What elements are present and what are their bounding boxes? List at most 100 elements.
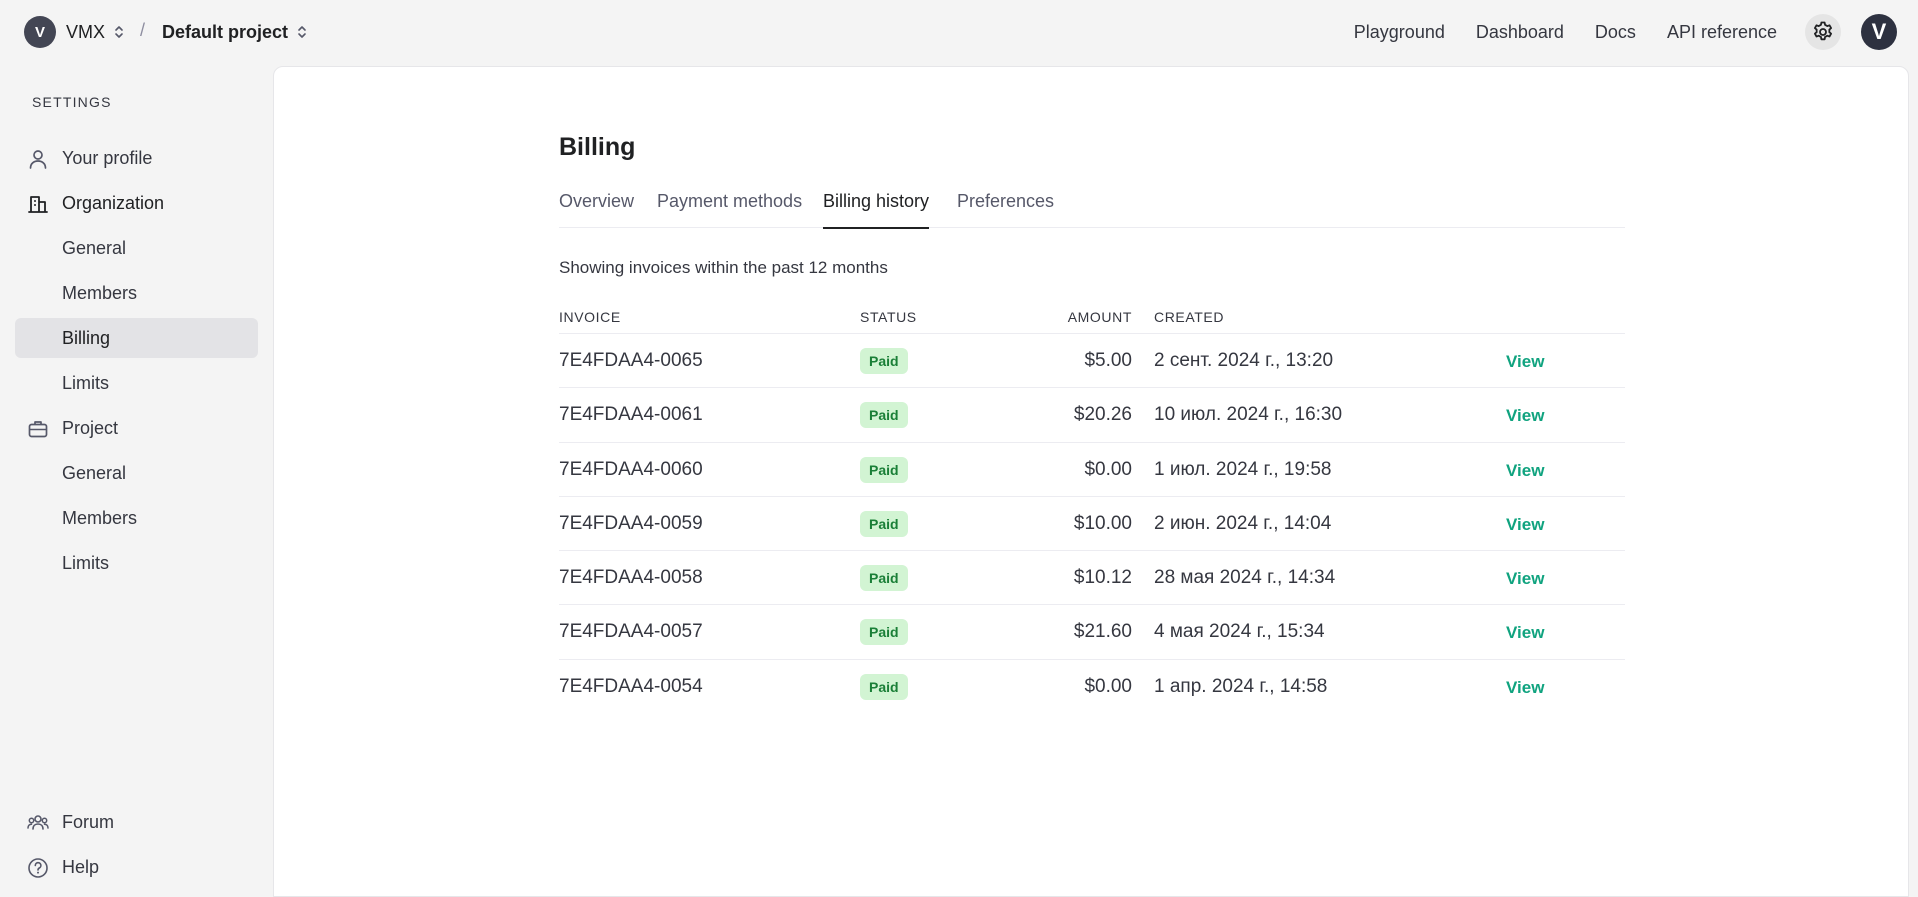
- table-row: 7E4FDAA4-0057 Paid $21.60 4 мая 2024 г.,…: [559, 605, 1625, 660]
- status-cell: Paid: [860, 565, 908, 592]
- sidebar-item-help[interactable]: Help: [15, 847, 258, 887]
- sidebar-item-project-general[interactable]: General: [15, 453, 258, 493]
- sidebar-item-label: Project: [62, 417, 119, 438]
- view-invoice-link[interactable]: View: [1506, 514, 1545, 534]
- invoice-id: 7E4FDAA4-0061: [559, 404, 703, 426]
- sidebar-item-label: Members: [62, 282, 138, 303]
- view-invoice-link[interactable]: View: [1506, 352, 1545, 371]
- invoice-created: 2 сент. 2024 г., 13:20: [1154, 350, 1334, 371]
- chevron-updown-icon: [115, 26, 123, 38]
- view-invoice-link[interactable]: View: [1506, 569, 1545, 589]
- settings-sidebar: SETTINGS Your profile Organization Gener…: [0, 64, 272, 897]
- sidebar-item-label: Limits: [62, 552, 110, 573]
- table-row: 7E4FDAA4-0059 Paid $10.00 2 июн. 2024 г.…: [559, 497, 1625, 552]
- sidebar-item-label: Forum: [62, 811, 115, 832]
- invoice-created: 1 июл. 2024 г., 19:58: [1154, 458, 1332, 480]
- status-cell: Paid: [860, 619, 908, 646]
- sidebar-item-org-limits[interactable]: Limits: [15, 363, 258, 403]
- tab-preferences[interactable]: Preferences: [957, 191, 1055, 211]
- table-row: 7E4FDAA4-0060 Paid $0.00 1 июл. 2024 г.,…: [559, 443, 1625, 497]
- sidebar-heading: SETTINGS: [32, 94, 112, 110]
- nav-playground[interactable]: Playground: [1353, 21, 1445, 42]
- view-invoice-link[interactable]: View: [1506, 623, 1545, 643]
- nav-dashboard[interactable]: Dashboard: [1475, 21, 1564, 42]
- sidebar-item-label: Limits: [62, 372, 110, 393]
- org-switcher[interactable]: V VMX: [24, 16, 125, 48]
- nav-docs[interactable]: Docs: [1594, 21, 1636, 42]
- sidebar-item-your-profile[interactable]: Your profile: [15, 138, 258, 178]
- invoice-amount: $10.12: [1073, 567, 1132, 589]
- tab-payment-methods[interactable]: Payment methods: [657, 191, 803, 211]
- invoice-id: 7E4FDAA4-0059: [559, 512, 703, 534]
- tab-billing-history[interactable]: Billing history: [823, 191, 930, 229]
- invoice-amount: $10.00: [1073, 512, 1132, 534]
- status-cell: Paid: [860, 456, 908, 483]
- sidebar-item-org-general[interactable]: General: [15, 228, 258, 268]
- sidebar-item-label: Your profile: [62, 147, 153, 168]
- sidebar-item-org-members[interactable]: Members: [15, 273, 258, 313]
- invoices-table: INVOICE STATUS AMOUNT CREATED 7E4FDAA4-0…: [559, 306, 1625, 714]
- table-row: 7E4FDAA4-0054 Paid $0.00 1 апр. 2024 г.,…: [559, 660, 1625, 714]
- invoices-subtitle: Showing invoices within the past 12 mont…: [559, 258, 888, 277]
- invoice-id: 7E4FDAA4-0058: [559, 567, 703, 589]
- invoice-id: 7E4FDAA4-0054: [559, 675, 703, 697]
- status-badge: Paid: [860, 348, 908, 374]
- main-panel: Billing Overview Payment methods Billing…: [273, 66, 1909, 897]
- help-icon: [28, 858, 48, 878]
- invoice-amount: $0.00: [1084, 458, 1132, 480]
- column-header-amount: AMOUNT: [1067, 309, 1132, 325]
- invoice-created: 28 мая 2024 г., 14:34: [1154, 567, 1336, 589]
- project-switcher[interactable]: Default project: [162, 16, 308, 48]
- invoice-id: 7E4FDAA4-0057: [559, 621, 703, 643]
- invoice-created: 10 июл. 2024 г., 16:30: [1154, 404, 1343, 426]
- sidebar-item-label: Organization: [62, 192, 165, 213]
- status-badge: Paid: [860, 402, 908, 429]
- column-header-invoice: INVOICE: [559, 309, 621, 325]
- nav-api-reference[interactable]: API reference: [1666, 21, 1777, 42]
- status-badge: Paid: [860, 456, 908, 483]
- invoice-amount: $20.26: [1073, 404, 1132, 426]
- table-row: 7E4FDAA4-0058 Paid $10.12 28 мая 2024 г.…: [559, 551, 1625, 606]
- sidebar-item-label: Help: [62, 856, 100, 877]
- status-cell: Paid: [860, 348, 908, 374]
- tab-overview[interactable]: Overview: [559, 191, 635, 211]
- sidebar-item-project-members[interactable]: Members: [15, 498, 258, 538]
- breadcrumb-separator: /: [140, 20, 146, 40]
- user-avatar[interactable]: V: [1861, 14, 1897, 50]
- page-title: Billing: [559, 133, 636, 161]
- table-row: 7E4FDAA4-0065 Paid $5.00 2 сент. 2024 г.…: [559, 334, 1625, 389]
- top-nav: Playground Dashboard Docs API reference …: [1354, 0, 1918, 64]
- sidebar-item-billing[interactable]: Billing: [15, 318, 258, 358]
- table-header: INVOICE STATUS AMOUNT CREATED: [559, 306, 1625, 334]
- sidebar-item-project[interactable]: Project: [15, 408, 258, 448]
- building-icon: [28, 196, 48, 213]
- gear-icon: [1814, 21, 1832, 41]
- column-header-status: STATUS: [860, 309, 917, 325]
- sidebar-item-forum[interactable]: Forum: [15, 802, 258, 842]
- user-icon: [29, 150, 47, 169]
- view-invoice-link[interactable]: View: [1506, 406, 1545, 426]
- top-bar: V VMX / Default project Playground Dashb…: [0, 0, 1918, 64]
- invoice-amount: $0.00: [1084, 675, 1132, 697]
- table-row: 7E4FDAA4-0061 Paid $20.26 10 июл. 2024 г…: [559, 388, 1625, 443]
- briefcase-icon: [28, 421, 48, 438]
- invoice-amount: $21.60: [1073, 621, 1132, 643]
- invoice-id: 7E4FDAA4-0065: [559, 350, 703, 371]
- sidebar-item-label: Members: [62, 507, 138, 528]
- project-name: Default project: [162, 21, 289, 42]
- chevron-updown-icon: [298, 26, 306, 38]
- settings-button[interactable]: [1805, 14, 1841, 50]
- sidebar-item-project-limits[interactable]: Limits: [15, 543, 258, 583]
- sidebar-item-organization[interactable]: Organization: [15, 183, 258, 223]
- status-badge: Paid: [860, 565, 908, 592]
- sidebar-item-label: General: [62, 462, 127, 483]
- sidebar-item-label: Billing: [62, 327, 111, 348]
- org-name: VMX: [66, 21, 106, 42]
- billing-tabs: Overview Payment methods Billing history…: [559, 191, 1625, 229]
- people-icon: [27, 815, 49, 830]
- sidebar-item-label: General: [62, 237, 127, 258]
- view-invoice-link[interactable]: View: [1506, 677, 1545, 697]
- status-badge: Paid: [860, 619, 908, 646]
- view-invoice-link[interactable]: View: [1506, 460, 1545, 480]
- status-cell: Paid: [860, 402, 908, 429]
